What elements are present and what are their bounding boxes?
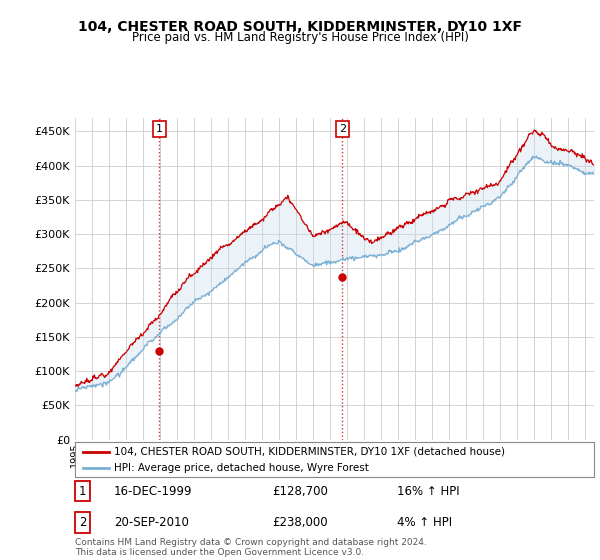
Text: HPI: Average price, detached house, Wyre Forest: HPI: Average price, detached house, Wyre…	[114, 464, 369, 473]
Text: £238,000: £238,000	[272, 516, 328, 529]
Text: 16% ↑ HPI: 16% ↑ HPI	[397, 484, 460, 498]
Text: 1: 1	[156, 124, 163, 134]
Text: 16-DEC-1999: 16-DEC-1999	[114, 484, 193, 498]
Text: 104, CHESTER ROAD SOUTH, KIDDERMINSTER, DY10 1XF (detached house): 104, CHESTER ROAD SOUTH, KIDDERMINSTER, …	[114, 447, 505, 457]
Text: 1: 1	[79, 484, 86, 498]
Text: Contains HM Land Registry data © Crown copyright and database right 2024.
This d: Contains HM Land Registry data © Crown c…	[75, 538, 427, 557]
Text: 2: 2	[79, 516, 86, 529]
Text: £128,700: £128,700	[272, 484, 328, 498]
Text: 20-SEP-2010: 20-SEP-2010	[114, 516, 189, 529]
Text: 2: 2	[339, 124, 346, 134]
Text: 4% ↑ HPI: 4% ↑ HPI	[397, 516, 452, 529]
Text: 104, CHESTER ROAD SOUTH, KIDDERMINSTER, DY10 1XF: 104, CHESTER ROAD SOUTH, KIDDERMINSTER, …	[78, 20, 522, 34]
Text: Price paid vs. HM Land Registry's House Price Index (HPI): Price paid vs. HM Land Registry's House …	[131, 31, 469, 44]
